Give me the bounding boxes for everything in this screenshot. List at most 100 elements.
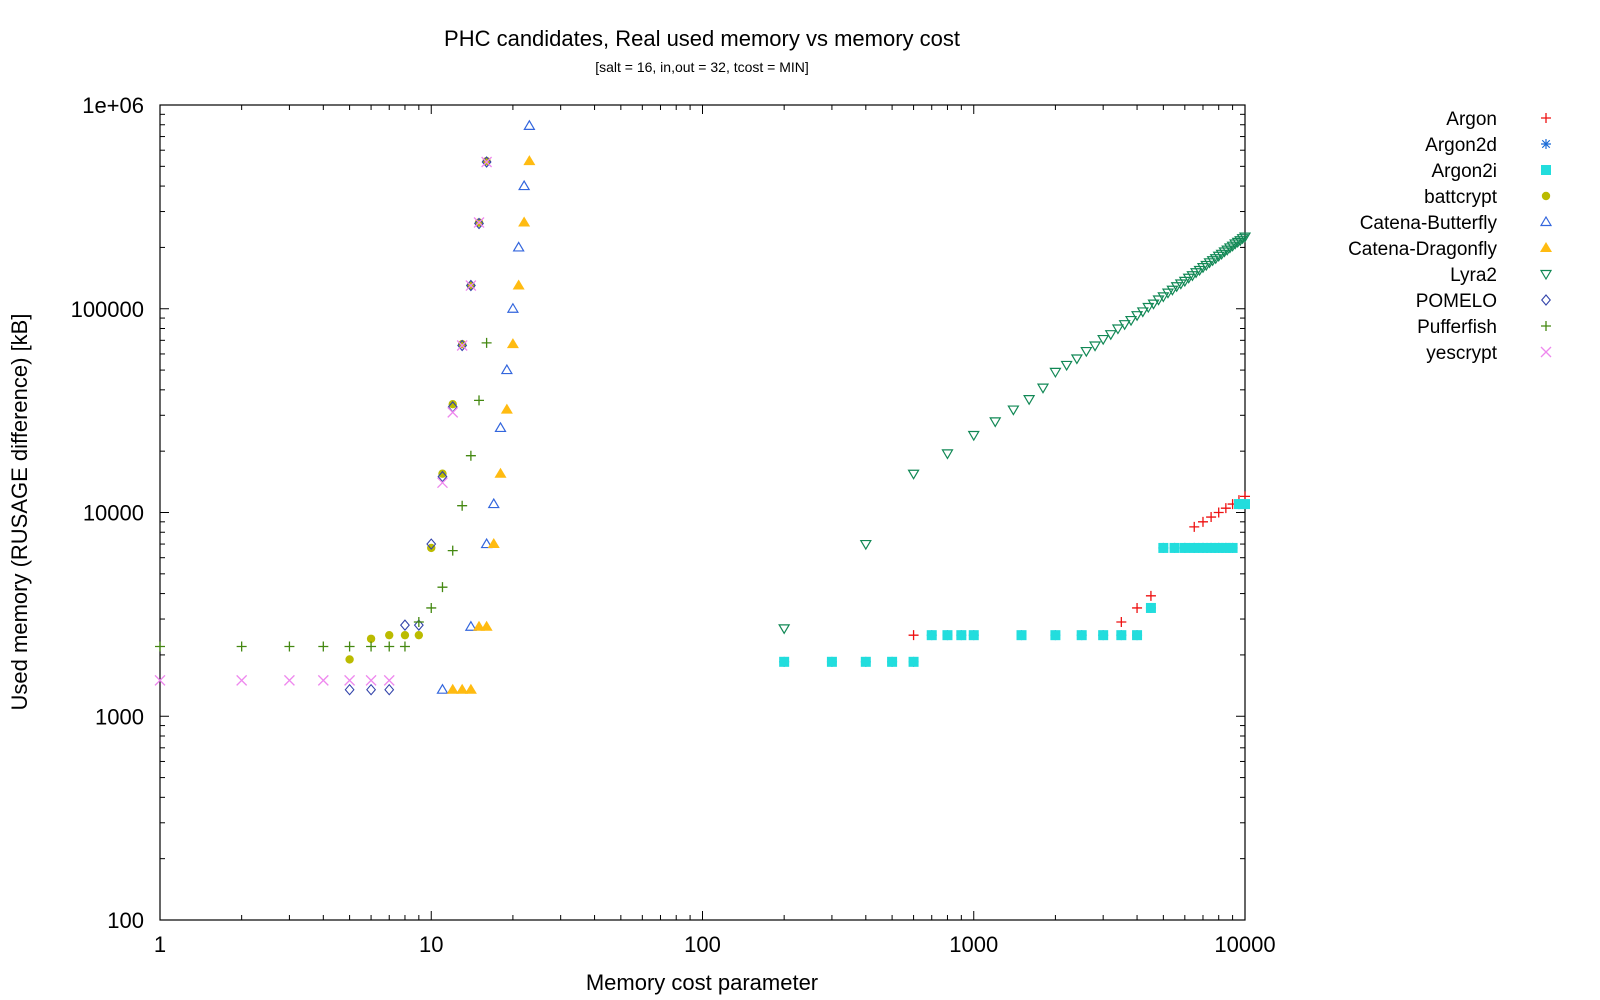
data-point (512, 241, 525, 252)
data-point (480, 620, 493, 631)
data-point (481, 156, 492, 168)
data-point (487, 497, 500, 509)
data-point (236, 641, 247, 652)
data-point (1016, 630, 1027, 641)
legend-label: Argon (1446, 109, 1497, 130)
data-point (465, 280, 477, 291)
data-point (968, 630, 979, 641)
series-pomelo (344, 156, 492, 696)
data-point (283, 674, 295, 686)
series-argon2i (779, 499, 1250, 667)
data-point (426, 602, 437, 613)
data-point (1213, 542, 1224, 553)
data-point (926, 630, 937, 641)
y-tick-label: 1e+06 (82, 93, 144, 118)
data-point (907, 469, 920, 480)
data-point (1197, 542, 1208, 553)
legend: Argon Argon2d Argon2i battcrypt Catena-Butte… (1348, 109, 1553, 364)
data-point (523, 119, 536, 130)
data-point (457, 500, 468, 511)
data-point (344, 674, 356, 686)
data-point (1206, 256, 1219, 267)
y-axis-label: Used memory (RUSAGE difference) [kB] (7, 314, 32, 711)
data-point (1227, 542, 1238, 553)
data-point (1152, 295, 1165, 306)
data-point (345, 655, 354, 664)
data-point (465, 279, 476, 292)
data-point (447, 406, 459, 418)
series-yescrypt (154, 156, 493, 686)
data-point (1220, 503, 1231, 514)
legend-marker (1540, 242, 1552, 252)
legend-label: Catena-Dragonfly (1348, 239, 1497, 260)
data-point (1111, 324, 1124, 335)
data-point (1158, 542, 1169, 553)
data-point (1088, 341, 1102, 352)
series-battcrypt (345, 156, 491, 664)
legend-label: battcrypt (1424, 187, 1498, 208)
data-point (887, 656, 898, 667)
data-point (155, 641, 165, 652)
data-point (399, 619, 410, 631)
data-points (154, 119, 1252, 696)
data-point (1157, 292, 1170, 303)
data-point (284, 641, 295, 652)
series-catena-butterfly (436, 119, 536, 694)
data-point (1220, 542, 1231, 553)
data-point (438, 469, 447, 478)
data-point (506, 338, 519, 349)
data-point (908, 630, 919, 641)
data-point (437, 582, 448, 593)
data-point (1233, 499, 1244, 510)
data-point (448, 400, 457, 409)
legend-marker (1539, 269, 1553, 281)
data-point (384, 683, 395, 696)
legend-marker (1540, 346, 1552, 358)
data-point (1145, 590, 1156, 601)
data-point (1178, 276, 1191, 288)
data-point (1215, 249, 1228, 261)
data-point (481, 156, 493, 168)
data-point (500, 363, 513, 375)
chart-title: PHC candidates, Real used memory vs memo… (444, 26, 960, 51)
data-point (413, 617, 424, 628)
legend-label: Catena-Butterfly (1360, 213, 1498, 234)
data-point (512, 279, 525, 290)
plot-area (159, 104, 1246, 921)
data-point (1080, 346, 1093, 358)
data-point (318, 641, 329, 652)
data-point (1023, 395, 1036, 406)
data-point (1226, 241, 1239, 252)
legend-marker (1541, 139, 1551, 149)
y-tick-label: 1000 (95, 704, 144, 729)
data-point (317, 674, 329, 686)
legend-label: Lyra2 (1450, 265, 1497, 286)
legend-marker (1539, 215, 1553, 227)
data-point (436, 683, 449, 694)
data-point (826, 656, 837, 667)
data-point (1170, 282, 1183, 293)
data-point (908, 656, 919, 667)
data-point (1189, 542, 1200, 553)
data-point (1147, 299, 1160, 310)
data-point (1124, 315, 1138, 327)
x-tick-label: 1 (154, 932, 166, 957)
chart-subtitle: [salt = 16, in,out = 32, tcost = MIN] (595, 59, 809, 75)
data-point (1223, 243, 1236, 254)
data-point (860, 656, 871, 667)
legend-label: yescrypt (1426, 343, 1497, 364)
legend-marker (1541, 165, 1551, 175)
data-point (344, 641, 355, 652)
data-point (1197, 516, 1208, 527)
data-point (1236, 234, 1249, 245)
data-point (1229, 239, 1242, 250)
data-point (779, 656, 790, 667)
x-tick-label: 10000 (1214, 932, 1275, 957)
data-point (1118, 320, 1131, 331)
data-point (1145, 602, 1156, 613)
data-point (1206, 542, 1217, 553)
data-point (481, 337, 492, 348)
legend-marker (1541, 294, 1551, 306)
data-point (1076, 630, 1087, 641)
data-point (1132, 602, 1143, 613)
